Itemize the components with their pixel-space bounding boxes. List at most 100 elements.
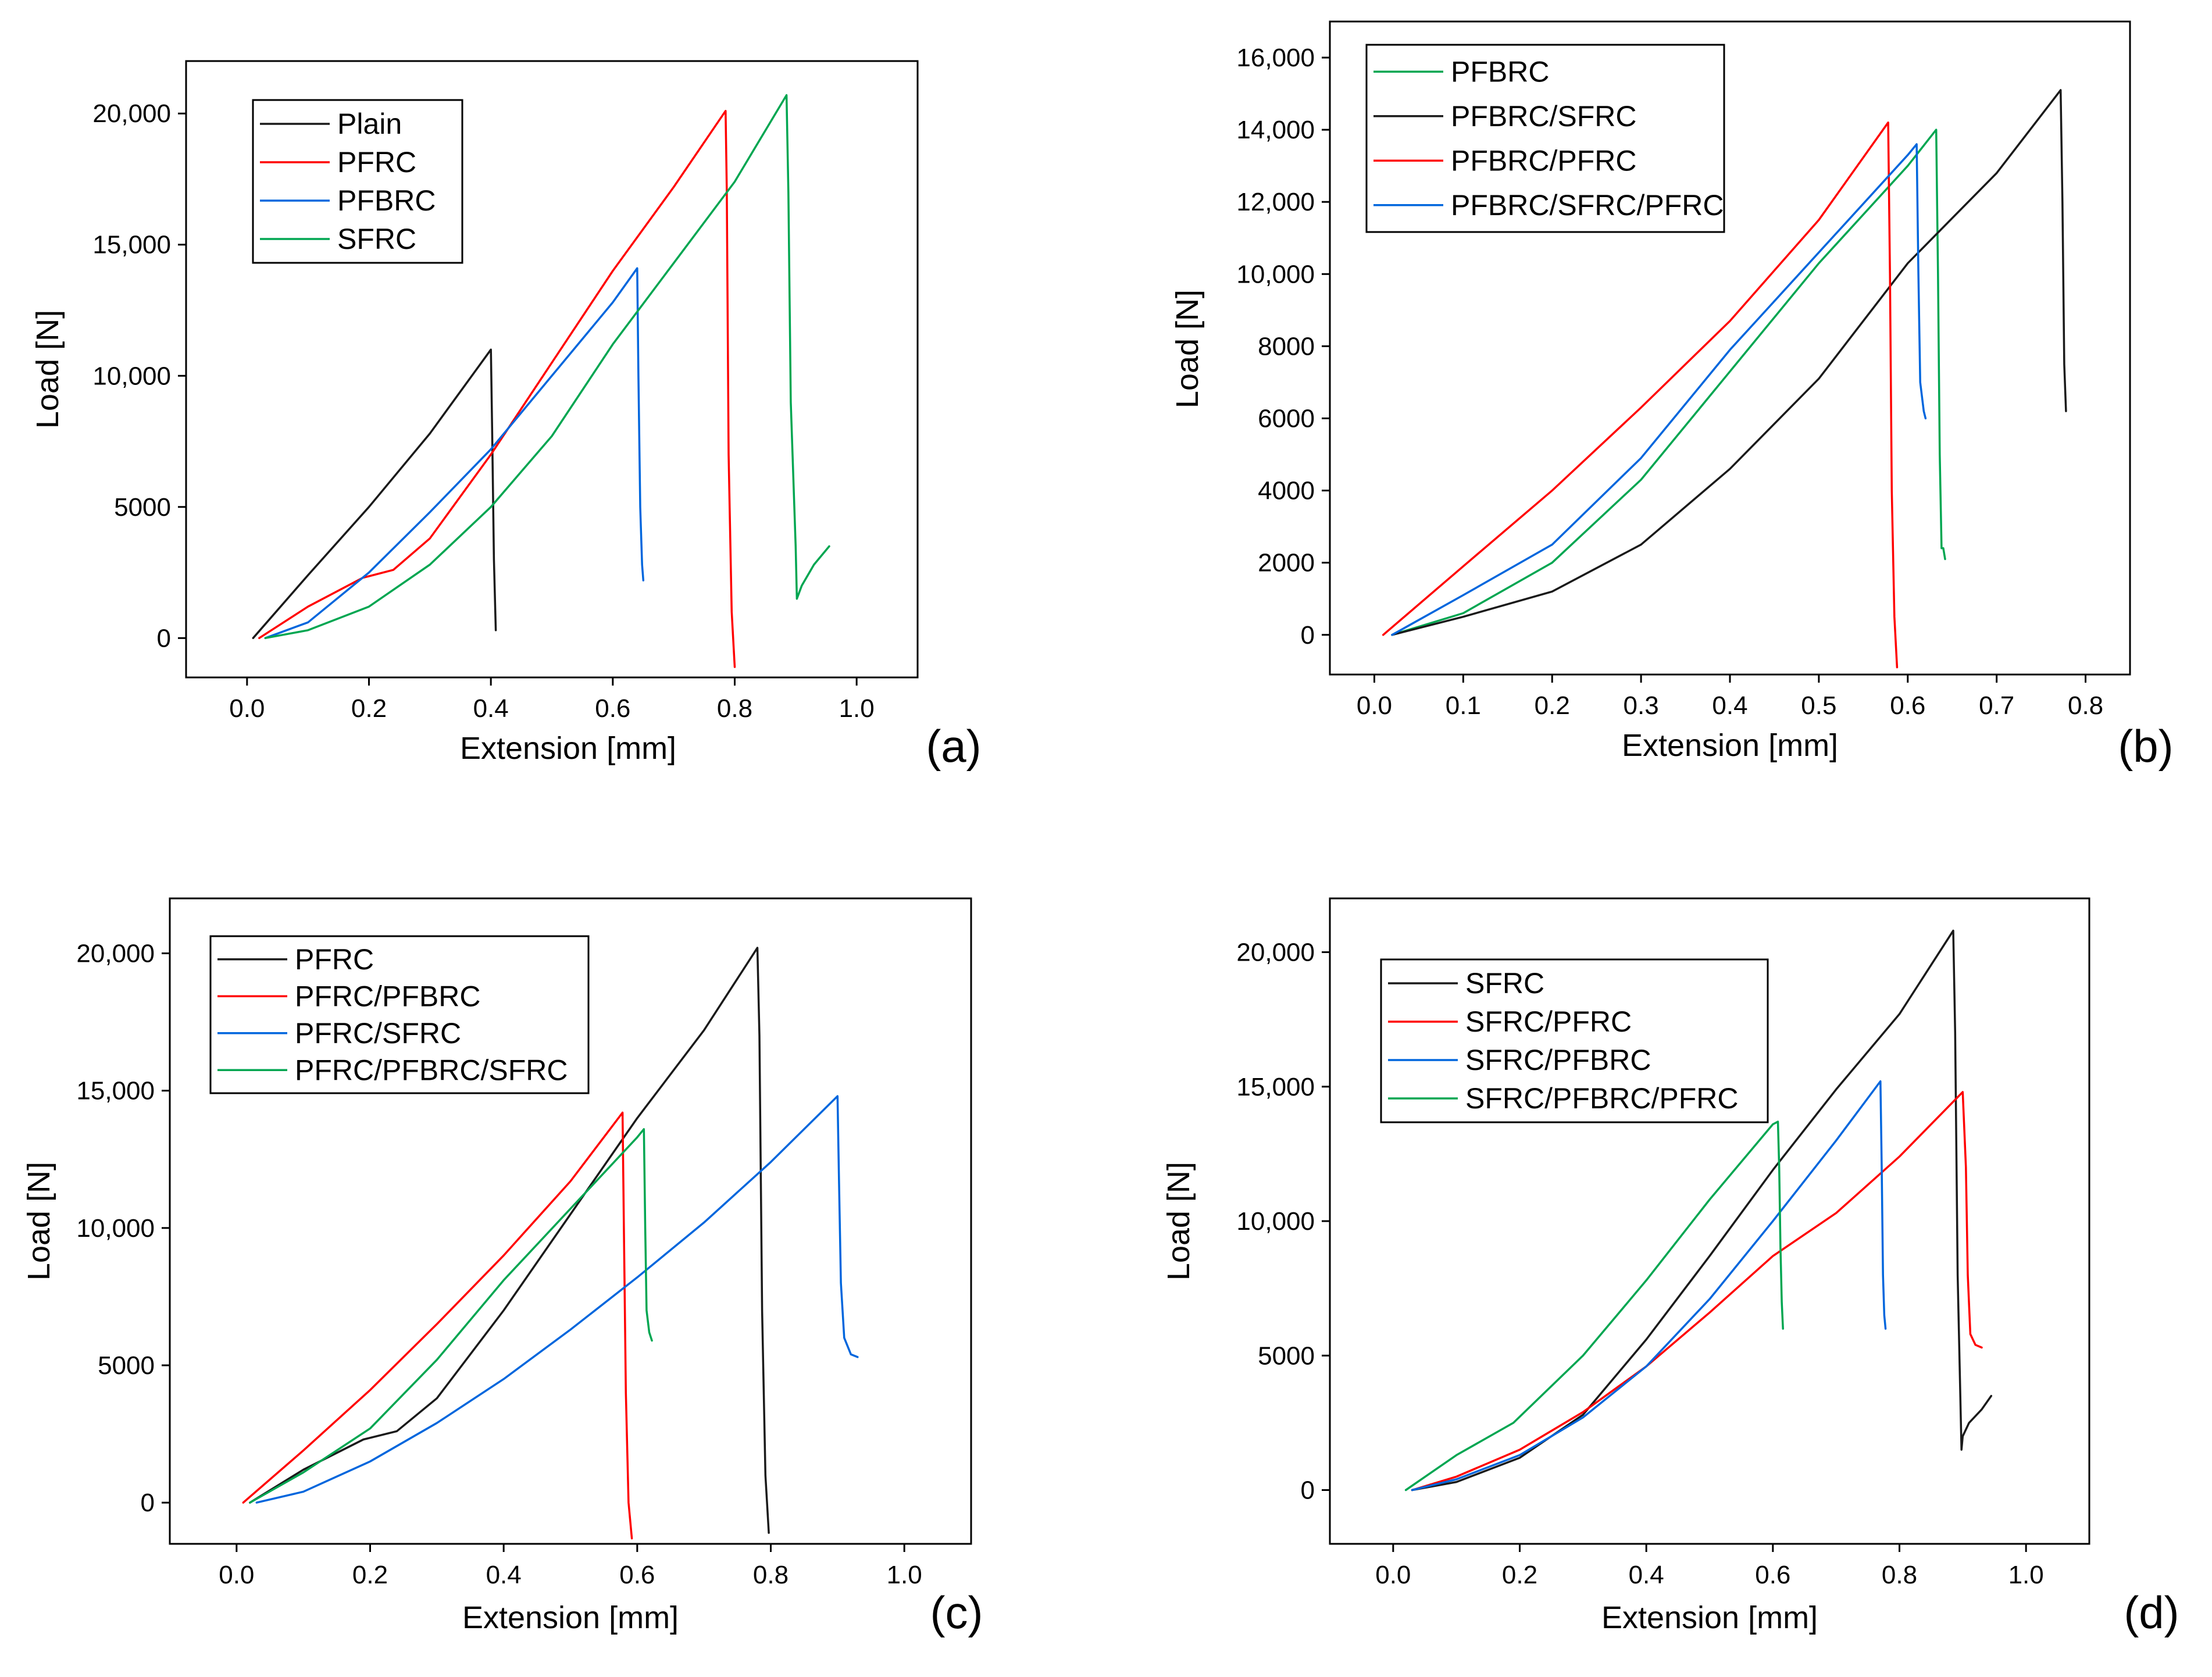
x-tick-label: 0.3 <box>1624 691 1659 720</box>
y-tick-label: 4000 <box>1258 477 1315 505</box>
x-axis-label: Extension [mm] <box>462 1600 679 1635</box>
series-line-pfbrc <box>264 267 645 640</box>
y-tick-label: 16,000 <box>1236 44 1315 72</box>
legend-entry: PFBRC <box>337 184 436 217</box>
legend-entry: SFRC/PFBRC/PFRC <box>1465 1082 1738 1115</box>
x-tick-label: 0.1 <box>1446 691 1481 720</box>
chart-panel-2: 0.0 0.2 0.4 0.6 0.8 1.0 0 5000 10,000 15,000 20,00… <box>22 897 983 1638</box>
y-tick-label: 14,000 <box>1236 116 1315 144</box>
series-line-sfrc <box>264 94 830 640</box>
x-tick-label: 0.4 <box>486 1561 522 1589</box>
plot-frame <box>185 60 919 679</box>
x-tick-label: 1.0 <box>2008 1561 2044 1589</box>
legend-entry: SFRC <box>337 223 416 255</box>
x-tick-label: 0.6 <box>1755 1561 1790 1589</box>
panel-label: (d) <box>2124 1587 2179 1638</box>
legend-entry: PFBRC <box>1451 55 1549 88</box>
legend-entry: PFRC/SFRC <box>295 1017 461 1050</box>
x-tick-label: 0.6 <box>595 694 630 723</box>
series-line-pfbrc-pfrc <box>1382 121 1899 669</box>
legend-entry: PFBRC/PFRC <box>1451 144 1636 177</box>
y-tick-label: 15,000 <box>92 231 171 259</box>
x-tick-label: 0.7 <box>1979 691 2014 720</box>
plot-frame <box>169 897 972 1545</box>
x-tick-label: 0.4 <box>473 694 509 723</box>
y-tick-label: 12,000 <box>1236 188 1315 216</box>
x-tick-label: 0.6 <box>619 1561 655 1589</box>
legend-entry: PFRC/PFBRC/SFRC <box>295 1054 568 1086</box>
y-tick-label: 5000 <box>1258 1341 1315 1370</box>
legend-entry: SFRC <box>1465 967 1544 1000</box>
series-line-pfbrc-sfrc <box>1391 89 2067 636</box>
y-tick-label: 10,000 <box>92 362 171 390</box>
series-line-pfrc-pfbrc-sfrc <box>249 1128 653 1504</box>
series-line-sfrc-pfbrc <box>1411 1080 1887 1492</box>
y-axis-label: Load [N] <box>1170 290 1205 408</box>
series-line-sfrc-pfrc <box>1411 1091 1983 1492</box>
x-tick-label: 0.0 <box>219 1561 254 1589</box>
x-tick-label: 0.2 <box>351 694 387 723</box>
y-tick-label: 15,000 <box>1236 1073 1315 1101</box>
series-line-pfrc <box>258 109 736 668</box>
legend-entry: SFRC/PFBRC <box>1465 1044 1651 1076</box>
chart-panel-3: 0.0 0.2 0.4 0.6 0.8 1.0 0 5000 10,000 15,000 20,00… <box>1161 897 2179 1638</box>
x-tick-label: 0.8 <box>2068 691 2103 720</box>
legend-entry: PFRC <box>337 146 416 179</box>
x-tick-label: 0.0 <box>1375 1561 1411 1589</box>
y-axis-label: Load [N] <box>1161 1162 1196 1280</box>
y-axis-label: Load [N] <box>22 1162 56 1280</box>
x-tick-label: 0.6 <box>1890 691 1925 720</box>
x-tick-label: 0.8 <box>717 694 752 723</box>
series-line-plain <box>252 348 497 640</box>
panel-label: (c) <box>930 1587 983 1638</box>
y-tick-label: 10,000 <box>1236 1207 1315 1236</box>
series-line-pfbrc <box>1391 129 1946 636</box>
y-tick-label: 5000 <box>114 493 171 522</box>
legend-box <box>1380 958 1769 1123</box>
x-tick-label: 1.0 <box>839 694 875 723</box>
legend-box <box>209 935 590 1094</box>
legend-entry: Plain <box>337 108 402 140</box>
x-axis-label: Extension [mm] <box>460 731 676 766</box>
legend-entry: SFRC/PFRC <box>1465 1005 1632 1038</box>
x-tick-label: 0.0 <box>1357 691 1392 720</box>
y-tick-label: 5000 <box>98 1351 155 1380</box>
y-axis-label: Load [N] <box>30 310 65 429</box>
legend-entry: PFRC <box>295 943 374 976</box>
chart-panel-0: 0.0 0.2 0.4 0.6 0.8 1.0 0 5000 10,000 15,000 20,00… <box>30 60 982 772</box>
x-tick-label: 0.4 <box>1629 1561 1664 1589</box>
legend-box <box>1365 44 1725 233</box>
y-tick-label: 15,000 <box>76 1077 155 1105</box>
y-tick-label: 20,000 <box>76 939 155 968</box>
series-line-pfrc-pfbrc <box>242 1111 633 1540</box>
chart-panel-1: 0.0 0.1 0.2 0.3 0.4 0.5 0.6 0.7 0.8 0 2000 4000 6000… <box>1170 20 2174 772</box>
y-tick-label: 0 <box>1301 1476 1315 1505</box>
y-tick-label: 10,000 <box>1236 260 1315 288</box>
y-tick-label: 8000 <box>1258 332 1315 361</box>
series-line-pfrc <box>249 947 770 1534</box>
x-tick-label: 0.8 <box>753 1561 789 1589</box>
x-tick-label: 0.5 <box>1801 691 1836 720</box>
x-axis-label: Extension [mm] <box>1601 1600 1818 1635</box>
y-tick-label: 20,000 <box>92 99 171 128</box>
legend-box <box>252 99 463 264</box>
x-tick-label: 0.2 <box>1535 691 1570 720</box>
series-line-pfrc-sfrc <box>255 1095 859 1504</box>
x-tick-label: 0.4 <box>1712 691 1747 720</box>
y-tick-label: 10,000 <box>76 1214 155 1243</box>
x-tick-label: 0.2 <box>352 1561 388 1589</box>
series-line-sfrc-pfbrc-pfrc <box>1404 1121 1784 1492</box>
x-axis-label: Extension [mm] <box>1622 728 1838 763</box>
legend-entry: PFBRC/SFRC/PFRC <box>1451 189 1724 222</box>
y-tick-label: 0 <box>1301 621 1315 650</box>
y-tick-label: 20,000 <box>1236 939 1315 967</box>
x-tick-label: 0.0 <box>229 694 265 723</box>
x-tick-label: 0.8 <box>1882 1561 1917 1589</box>
y-tick-label: 2000 <box>1258 549 1315 577</box>
y-tick-label: 0 <box>141 1489 155 1517</box>
series-line-pfbrc-sfrc-pfrc <box>1391 143 1927 636</box>
y-tick-label: 0 <box>157 624 171 652</box>
legend-entry: PFRC/PFBRC <box>295 980 480 1012</box>
y-tick-label: 6000 <box>1258 404 1315 433</box>
